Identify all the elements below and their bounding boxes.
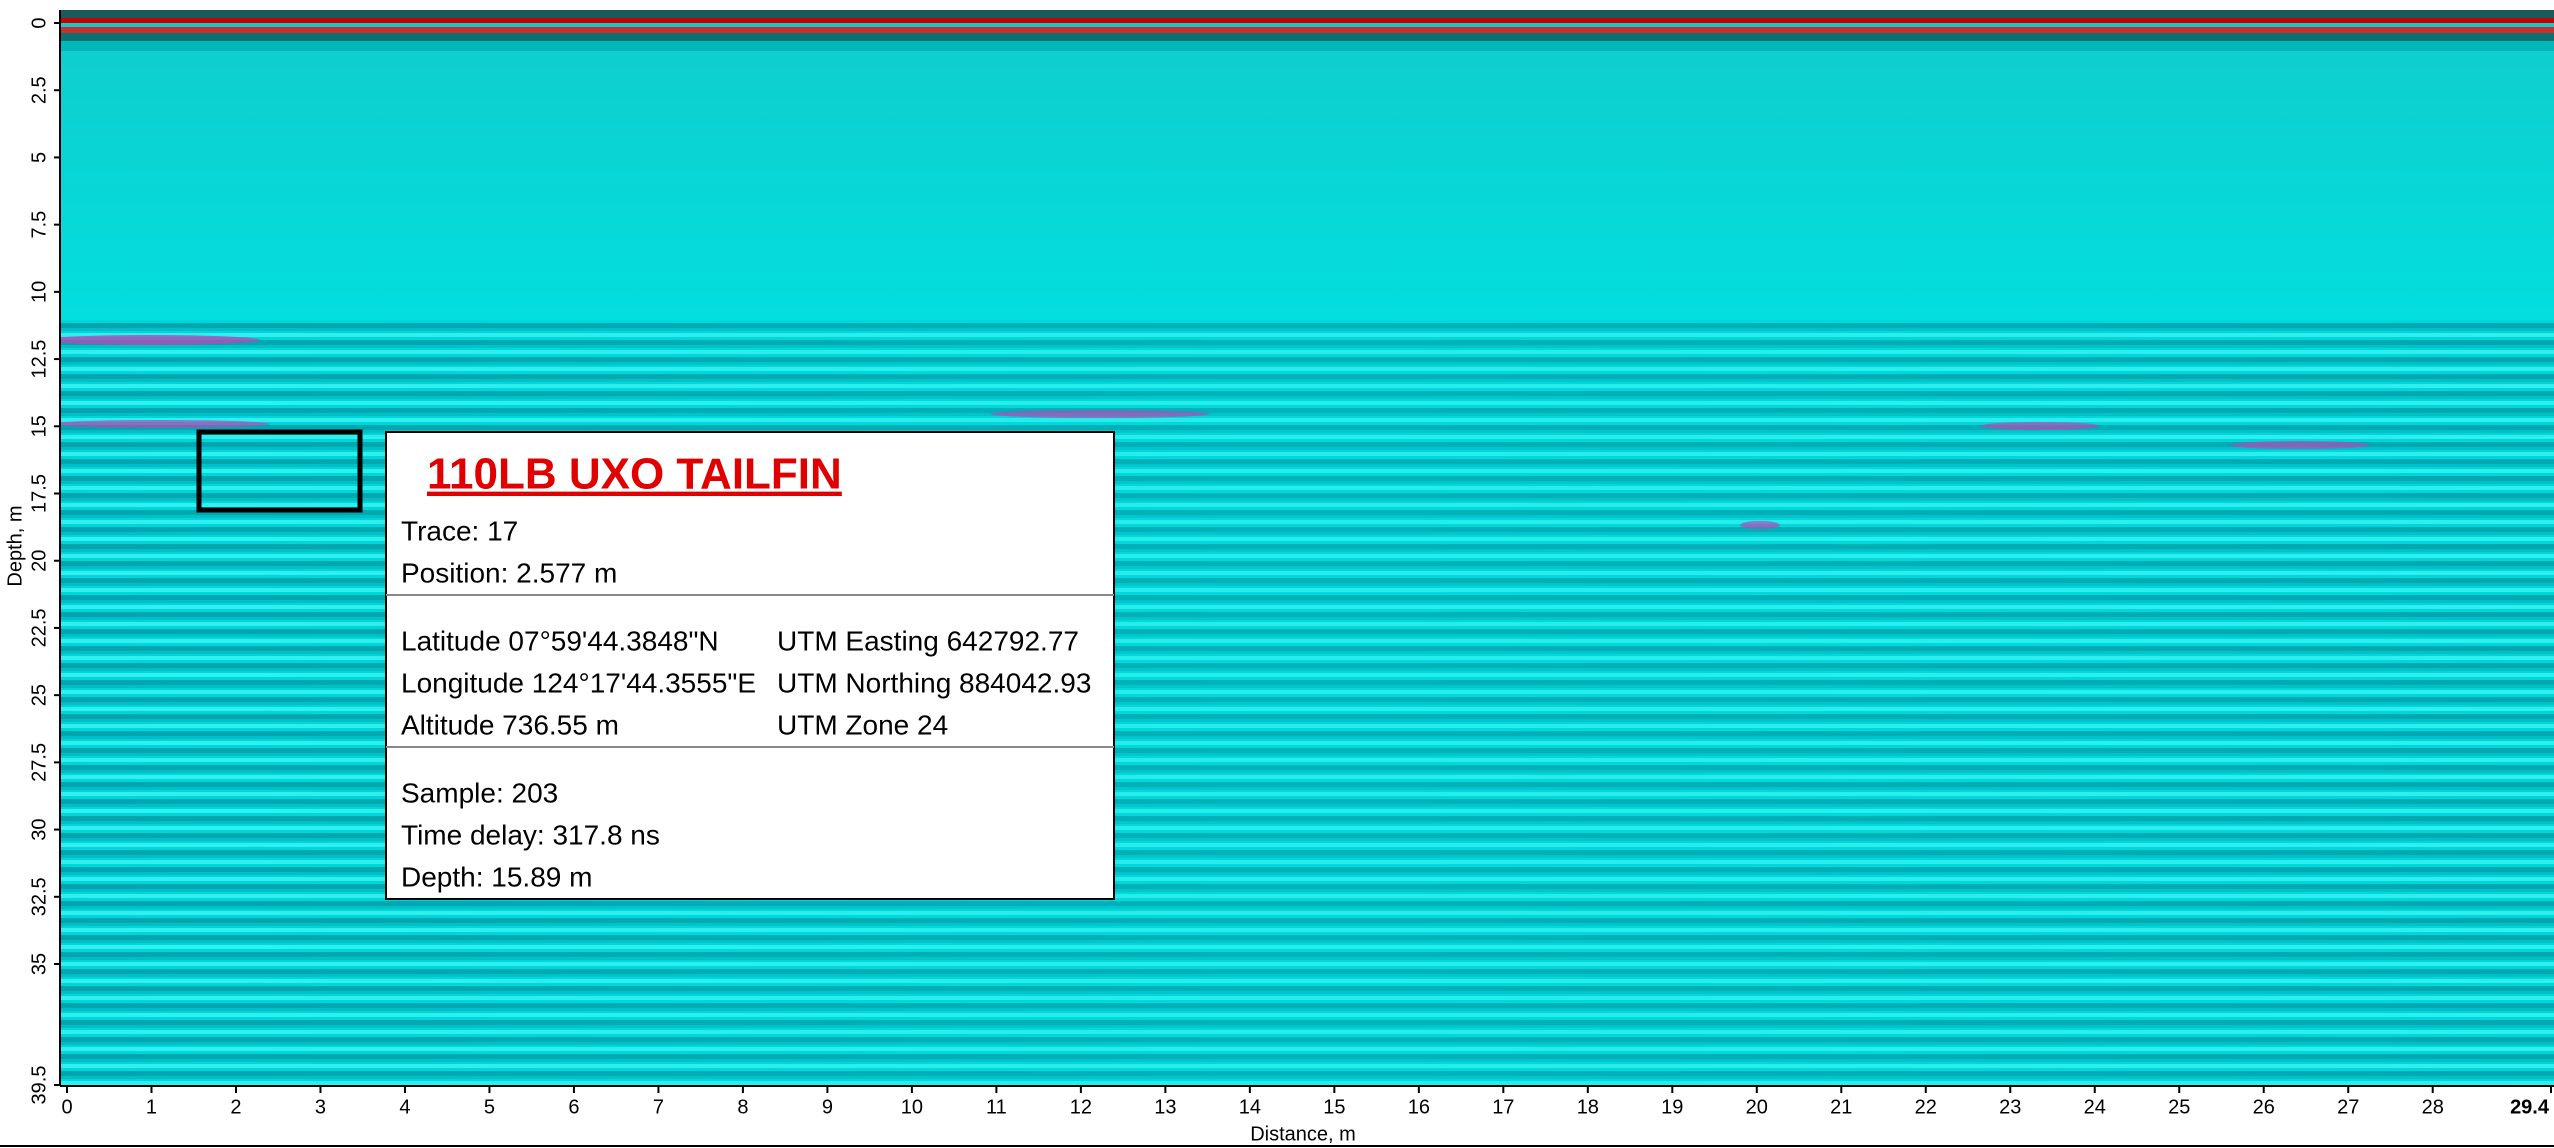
x-tick-label: 9 <box>822 1096 833 1118</box>
surface-band <box>60 18 2554 23</box>
surface-band <box>60 33 2554 41</box>
y-tick-label: 30 <box>28 818 50 840</box>
y-tick-label: 35 <box>28 953 50 975</box>
x-tick-label: 8 <box>737 1096 748 1118</box>
y-tick-label: 39.5 <box>28 1066 50 1105</box>
panel-field: Time delay: 317.8 ns <box>401 819 660 850</box>
panel-field: UTM Zone 24 <box>777 709 948 740</box>
x-tick-label: 11 <box>986 1096 1007 1118</box>
x-tick-label: 19 <box>1661 1096 1683 1118</box>
y-tick-label: 12.5 <box>28 340 50 379</box>
x-axis-strip <box>60 1086 2554 1148</box>
y-axis-label: Depth, m <box>4 505 26 586</box>
x-tick-label: 15 <box>1323 1096 1345 1118</box>
x-tick-label: 4 <box>399 1096 410 1118</box>
panel-field: Trace: 17 <box>401 515 518 546</box>
x-tick-label: 13 <box>1154 1096 1176 1118</box>
panel-field: Depth: 15.89 m <box>401 861 592 892</box>
x-tick-label: 23 <box>1999 1096 2021 1118</box>
y-tick-label: 22.5 <box>28 608 50 647</box>
y-tick-label: 5 <box>28 152 50 163</box>
x-axis-label: Distance, m <box>1250 1123 1356 1145</box>
y-tick-label: 32.5 <box>28 877 50 916</box>
x-tick-label: 7 <box>653 1096 664 1118</box>
x-tick-label: 18 <box>1577 1096 1599 1118</box>
anomaly <box>2230 441 2370 449</box>
anomaly <box>40 335 260 345</box>
target-box <box>196 429 363 513</box>
x-tick-label: 22 <box>1915 1096 1937 1118</box>
x-tick-label: 1 <box>146 1096 157 1118</box>
x-tick-label: 5 <box>484 1096 495 1118</box>
y-tick-label: 25 <box>28 684 50 706</box>
x-tick-label: 6 <box>568 1096 579 1118</box>
x-tick-label: 17 <box>1492 1096 1514 1118</box>
y-tick-label: 10 <box>28 281 50 303</box>
y-tick-label: 27.5 <box>28 743 50 782</box>
panel-field: Latitude 07°59'44.3848"N <box>401 625 719 656</box>
panel-field: Sample: 203 <box>401 777 558 808</box>
panel-field: Position: 2.577 m <box>401 557 617 588</box>
x-tick-label: 0 <box>61 1096 72 1118</box>
x-tick-label: 2 <box>230 1096 241 1118</box>
x-tick-label: 24 <box>2084 1096 2106 1118</box>
x-tick-label: 16 <box>1408 1096 1430 1118</box>
y-tick-label: 7.5 <box>28 211 50 239</box>
y-axis-strip <box>0 0 60 1148</box>
y-tick-label: 17.5 <box>28 474 50 513</box>
y-tick-label: 2.5 <box>28 76 50 104</box>
panel-bg <box>385 431 1115 900</box>
panel-field: Longitude 124°17'44.3555"E <box>401 667 756 698</box>
x-tick-label: 3 <box>315 1096 326 1118</box>
y-tick-label: 15 <box>28 415 50 437</box>
anomaly <box>50 420 270 428</box>
x-tick-label: 10 <box>901 1096 923 1118</box>
y-tick-label: 0 <box>28 17 50 28</box>
x-tick-label: 28 <box>2422 1096 2444 1118</box>
x-tick-label: 25 <box>2168 1096 2190 1118</box>
y-tick-label: 20 <box>28 550 50 572</box>
panel-field: UTM Easting 642792.77 <box>777 625 1079 656</box>
surface-band <box>60 27 2554 33</box>
surface-band <box>60 41 2554 51</box>
x-tick-label: 26 <box>2253 1096 2275 1118</box>
x-tick-label: 14 <box>1239 1096 1261 1118</box>
panel-title: 110LB UXO TAILFIN <box>427 450 842 499</box>
info-panel: 110LB UXO TAILFIN Trace: 17 Position: 2.5… <box>385 431 1115 900</box>
x-tick-label: 21 <box>1830 1096 1852 1118</box>
x-tick-label: 20 <box>1746 1096 1768 1118</box>
x-tick-label: 29.4 <box>2510 1096 2550 1118</box>
panel-field: Altitude 736.55 m <box>401 709 619 740</box>
surface-band <box>60 10 2554 18</box>
anomaly <box>990 410 1210 418</box>
x-tick-label: 27 <box>2337 1096 2359 1118</box>
panel-field: UTM Northing 884042.93 <box>777 667 1091 698</box>
x-tick-label: 12 <box>1070 1096 1092 1118</box>
anomaly <box>1740 521 1780 529</box>
anomaly <box>1980 422 2100 430</box>
